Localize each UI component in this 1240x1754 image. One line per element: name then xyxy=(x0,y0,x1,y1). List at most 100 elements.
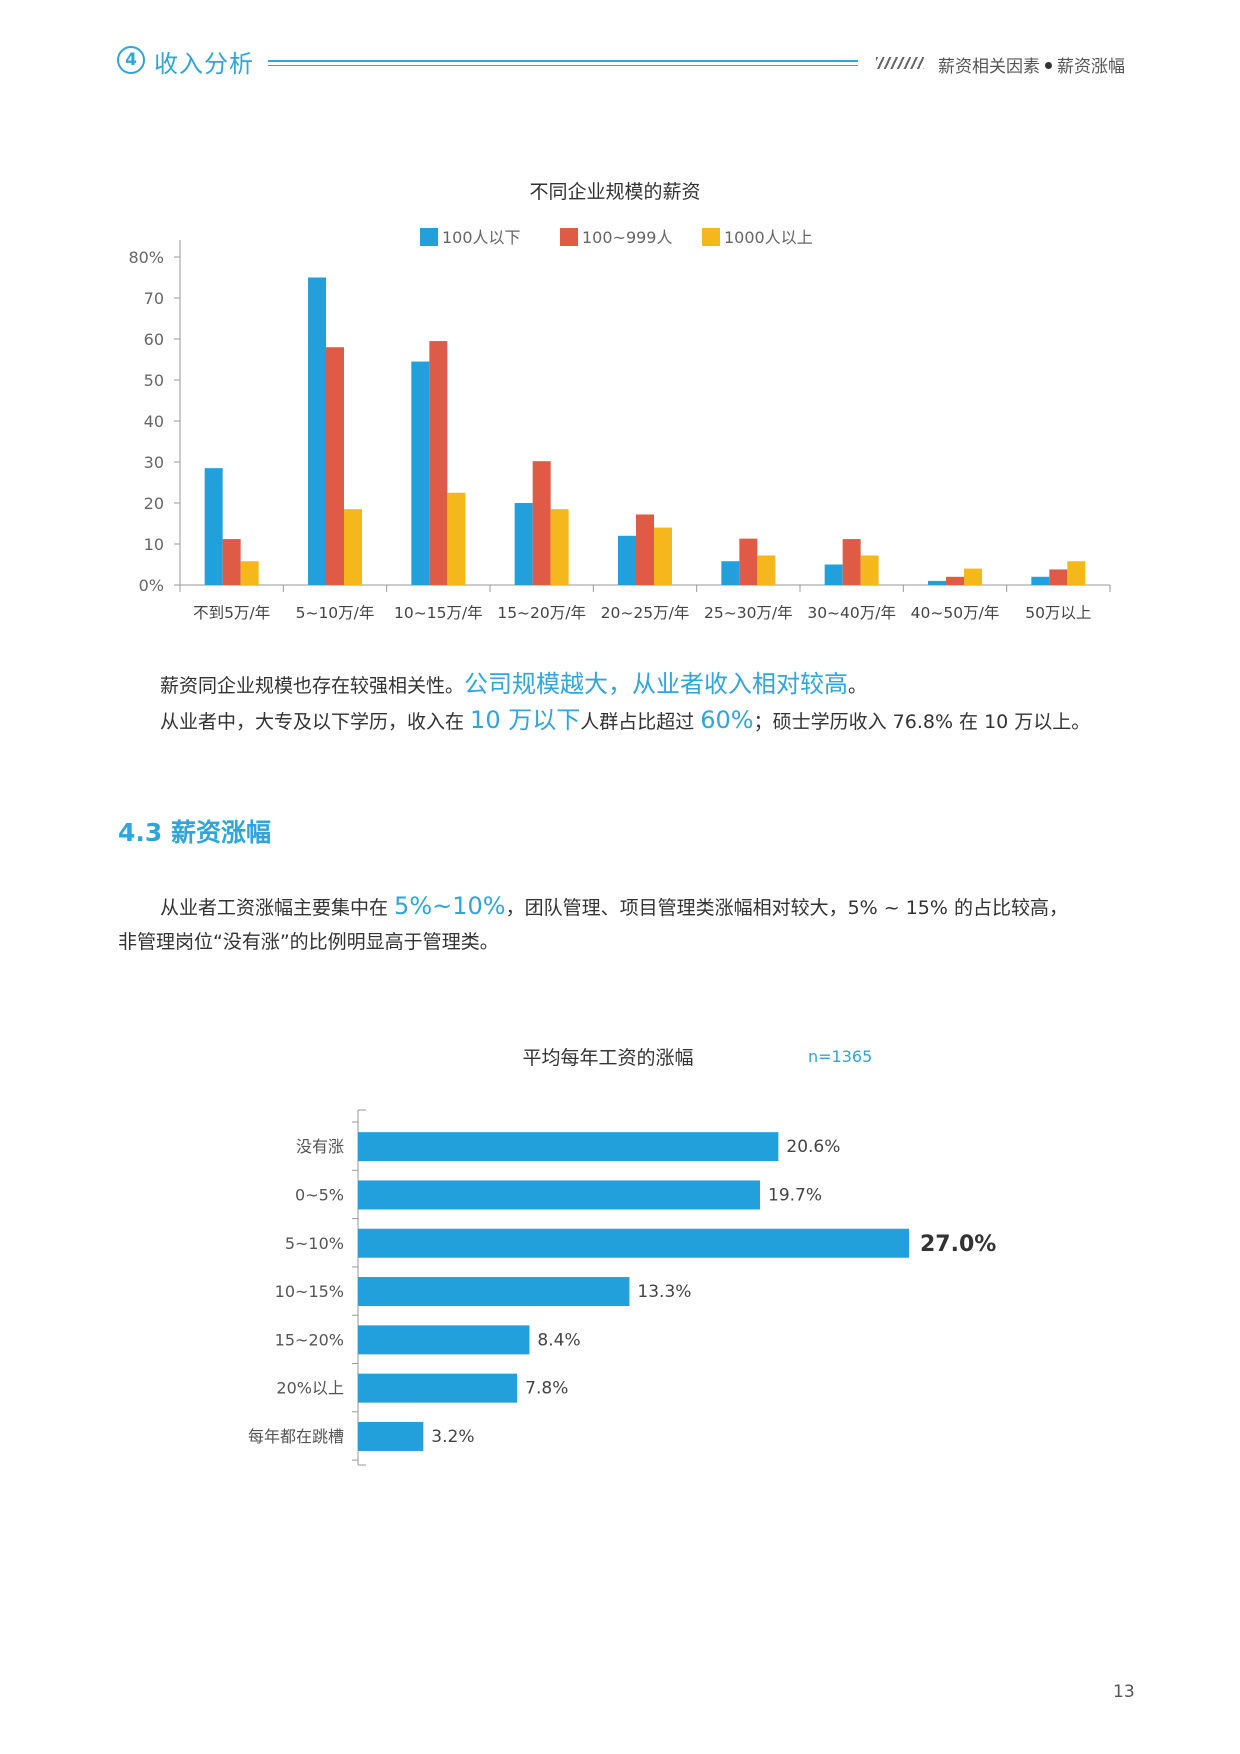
highlight-text: 公司规模越大，从业者收入相对较高 xyxy=(464,670,849,698)
bar xyxy=(618,535,636,585)
y-tick-label: 10 xyxy=(144,535,164,554)
bar xyxy=(928,580,946,585)
legend-label: 100人以下 xyxy=(442,228,521,247)
bar xyxy=(358,1277,630,1307)
y-tick-label: 0% xyxy=(139,576,164,595)
y-tick-label: 20 xyxy=(144,494,164,513)
bar xyxy=(964,568,982,585)
breadcrumb-item: 薪资涨幅 xyxy=(1057,57,1125,77)
bar xyxy=(842,539,861,585)
bar xyxy=(411,361,430,585)
bar xyxy=(1049,569,1068,585)
x-tick-label: 40~50万/年 xyxy=(911,604,1000,622)
paragraph-text: 薪资同企业规模也存在较强相关性。 xyxy=(160,675,465,697)
legend-swatch xyxy=(560,228,578,246)
paragraph-raise: 从业者工资涨幅主要集中在 5%~10%，团队管理、项目管理类涨幅相对较大，5% … xyxy=(160,888,1068,926)
y-tick-label: 60 xyxy=(144,330,164,349)
legend-label: 1000人以上 xyxy=(724,228,813,247)
x-tick-label: 30~40万/年 xyxy=(807,604,896,622)
chart-legend: 100人以下 100~999人 1000人以上 xyxy=(420,228,813,247)
paragraph-text: 从业者工资涨幅主要集中在 xyxy=(160,897,395,919)
bar xyxy=(204,468,223,585)
y-category-label: 15~20% xyxy=(275,1330,344,1349)
bar xyxy=(358,1421,424,1451)
y-tick-label: 70 xyxy=(144,289,164,308)
paragraph-text: ；硕士学历收入 76.8% 在 10 万以上。 xyxy=(753,711,1091,733)
chart-title: 平均每年工资的涨幅 xyxy=(522,1047,693,1069)
y-category-label: 10~15% xyxy=(275,1282,344,1301)
chart-sample-size: n=1365 xyxy=(808,1047,872,1066)
x-tick-label: 20~25万/年 xyxy=(601,604,690,622)
bar xyxy=(326,347,344,585)
bar xyxy=(358,1373,518,1403)
highlight-text: 60% xyxy=(700,706,754,734)
x-tick-label: 15~20万/年 xyxy=(497,604,586,622)
y-tick-label: 80% xyxy=(128,248,164,267)
bar xyxy=(946,576,964,585)
header-rule xyxy=(268,60,858,62)
chart-axes: 0% 10 20 30 40 50 60 70 80% 不到5万/年 5~10万/年 10~15万/年… xyxy=(128,240,1111,622)
bar xyxy=(240,561,259,585)
bar xyxy=(222,539,241,585)
highlight-text: 5%~10% xyxy=(394,892,506,920)
chart-bars xyxy=(204,277,1086,585)
bar-value-label: 19.7% xyxy=(768,1185,822,1205)
section-heading: 4.3 薪资涨幅 xyxy=(118,818,271,847)
chart-bars: 20.6% 19.7% 27.0% 13.3% 8.4% 7.8% 3.2% xyxy=(358,1132,996,1451)
bar xyxy=(532,461,551,585)
bar xyxy=(358,1132,779,1162)
legend-swatch xyxy=(420,228,438,246)
header-rule-thin xyxy=(268,65,858,66)
annual-raise-chart: 平均每年工资的涨幅 n=1365 没有涨 0~5% 5~10% 10~15% 15~20… xyxy=(248,1047,996,1466)
paragraph-text: 。 xyxy=(848,675,868,697)
bar xyxy=(447,492,466,585)
bar xyxy=(757,555,776,585)
bar xyxy=(1031,576,1050,585)
bar xyxy=(514,503,533,585)
paragraph-education: 从业者中，大专及以下学历，收入在 10 万以下人群占比超过 60%；硕士学历收入… xyxy=(160,702,1090,740)
bar-value-label: 8.4% xyxy=(537,1330,580,1350)
legend-label: 100~999人 xyxy=(582,228,673,247)
bar xyxy=(358,1228,909,1258)
bar xyxy=(824,564,843,585)
bar xyxy=(1067,561,1086,585)
paragraph-company-size: 薪资同企业规模也存在较强相关性。公司规模越大，从业者收入相对较高。 xyxy=(160,666,867,704)
y-tick-label: 30 xyxy=(144,453,164,472)
breadcrumb-item: 薪资相关因素 xyxy=(938,57,1040,77)
bar xyxy=(344,509,362,585)
legend-swatch xyxy=(702,228,720,246)
bar xyxy=(636,514,654,585)
section-number-badge: 4 xyxy=(117,46,145,74)
bar-value-label: 27.0% xyxy=(920,1232,996,1257)
x-tick-label: 10~15万/年 xyxy=(394,604,483,622)
company-size-salary-chart: 不同企业规模的薪资 100人以下 100~999人 1000人以上 0% 10 20 30… xyxy=(128,181,1111,622)
section-title: 收入分析 xyxy=(154,50,254,78)
bar-value-label: 7.8% xyxy=(525,1379,568,1399)
page-number: 13 xyxy=(1113,1682,1135,1702)
paragraph-text: ，团队管理、项目管理类涨幅相对较大，5% ~ 15% 的占比较高， xyxy=(505,897,1068,919)
x-tick-label: 50万以上 xyxy=(1025,604,1091,622)
paragraph-text: 非管理岗位“没有涨”的比例明显高于管理类。 xyxy=(118,931,499,953)
highlight-text: 10 万以下 xyxy=(470,706,581,734)
bar-value-label: 13.3% xyxy=(637,1282,691,1302)
y-category-label: 20%以上 xyxy=(276,1379,344,1398)
y-category-label: 5~10% xyxy=(285,1234,344,1253)
bar-value-label: 3.2% xyxy=(431,1427,474,1447)
bar xyxy=(358,1180,761,1210)
bar xyxy=(550,509,569,585)
x-tick-label: 5~10万/年 xyxy=(296,604,375,622)
breadcrumb-separator-dot xyxy=(1045,62,1052,69)
bar xyxy=(429,341,448,585)
y-tick-label: 50 xyxy=(144,371,164,390)
bar xyxy=(358,1325,530,1355)
bar xyxy=(739,538,758,585)
bar xyxy=(308,277,326,585)
chart-title: 不同企业规模的薪资 xyxy=(529,181,700,203)
bar xyxy=(721,561,740,585)
y-category-label: 没有涨 xyxy=(296,1137,344,1156)
y-tick-label: 40 xyxy=(144,412,164,431)
paragraph-text: 从业者中，大专及以下学历，收入在 xyxy=(160,711,471,733)
breadcrumb: 薪资相关因素 薪资涨幅 xyxy=(938,52,1125,77)
x-tick-label: 25~30万/年 xyxy=(704,604,793,622)
